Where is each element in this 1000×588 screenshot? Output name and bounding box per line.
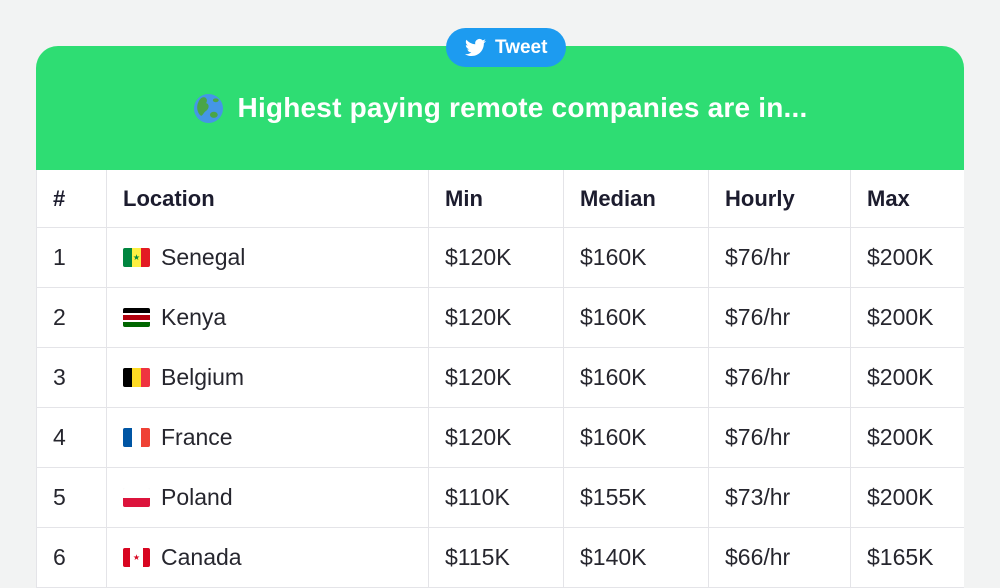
table-row: 2 Kenya $120K $160K $76/hr $200K	[36, 287, 964, 348]
flag-icon	[123, 308, 150, 327]
cell-rank: 2	[36, 287, 107, 348]
cell-rank: 1	[36, 227, 107, 288]
cell-location: ★ Canada	[106, 527, 429, 588]
flag-icon: ★	[123, 248, 150, 267]
globe-americas-icon	[193, 93, 224, 124]
cell-rank: 5	[36, 467, 107, 528]
table-row: 1 ★ Senegal $120K $160K $76/hr $200K	[36, 227, 964, 288]
country-name: Kenya	[161, 304, 227, 330]
table-row: 5 Poland $110K $155K $73/hr $200K	[36, 467, 964, 528]
flag-icon	[123, 488, 150, 507]
flag-icon	[123, 368, 150, 387]
table-row: 4 France $120K $160K $76/hr $200K	[36, 407, 964, 468]
flag-icon: ★	[123, 548, 150, 567]
cell-rank: 6	[36, 527, 107, 588]
column-header-min: Min	[428, 170, 564, 228]
cell-hourly: $76/hr	[708, 407, 851, 468]
tweet-button-label: Tweet	[495, 36, 548, 58]
cell-median: $160K	[563, 407, 709, 468]
cell-location: Kenya	[106, 287, 429, 348]
table-row: 6 ★ Canada $115K $140K $66/hr $165K	[36, 527, 964, 588]
cell-hourly: $76/hr	[708, 227, 851, 288]
cell-location: Poland	[106, 467, 429, 528]
cell-max: $200K	[850, 347, 964, 408]
cell-hourly: $66/hr	[708, 527, 851, 588]
cell-median: $155K	[563, 467, 709, 528]
cell-median: $160K	[563, 227, 709, 288]
salary-table: # Location Min Median Hourly Max 1 ★ Sene…	[36, 170, 964, 588]
flag-icon	[123, 428, 150, 447]
country-name: Senegal	[161, 244, 246, 270]
cell-location: France	[106, 407, 429, 468]
page-title: Highest paying remote companies are in..…	[237, 92, 808, 123]
cell-rank: 3	[36, 347, 107, 408]
cell-max: $200K	[850, 287, 964, 348]
cell-max: $165K	[850, 527, 964, 588]
cell-min: $120K	[428, 287, 564, 348]
table-header-row: # Location Min Median Hourly Max	[36, 170, 964, 228]
cell-median: $160K	[563, 347, 709, 408]
column-header-hourly: Hourly	[708, 170, 851, 228]
cell-hourly: $76/hr	[708, 347, 851, 408]
cell-min: $120K	[428, 407, 564, 468]
cell-hourly: $76/hr	[708, 287, 851, 348]
cell-max: $200K	[850, 467, 964, 528]
cell-hourly: $73/hr	[708, 467, 851, 528]
cell-max: $200K	[850, 227, 964, 288]
country-name: France	[161, 424, 233, 450]
cell-location: ★ Senegal	[106, 227, 429, 288]
infographic-card: Highest paying remote companies are in..…	[36, 46, 964, 588]
twitter-bird-icon	[465, 37, 486, 58]
country-name: Poland	[161, 484, 233, 510]
cell-rank: 4	[36, 407, 107, 468]
tweet-button[interactable]: Tweet	[446, 28, 567, 67]
cell-min: $120K	[428, 227, 564, 288]
column-header-location: Location	[106, 170, 429, 228]
table-row: 3 Belgium $120K $160K $76/hr $200K	[36, 347, 964, 408]
column-header-rank: #	[36, 170, 107, 228]
cell-median: $140K	[563, 527, 709, 588]
cell-max: $200K	[850, 407, 964, 468]
cell-median: $160K	[563, 287, 709, 348]
cell-min: $115K	[428, 527, 564, 588]
cell-min: $110K	[428, 467, 564, 528]
country-name: Canada	[161, 544, 242, 570]
column-header-max: Max	[850, 170, 964, 228]
cell-location: Belgium	[106, 347, 429, 408]
page: { "page": { "background": "#f2f3f3" }, "…	[36, 28, 964, 588]
cell-min: $120K	[428, 347, 564, 408]
country-name: Belgium	[161, 364, 245, 390]
column-header-median: Median	[563, 170, 709, 228]
